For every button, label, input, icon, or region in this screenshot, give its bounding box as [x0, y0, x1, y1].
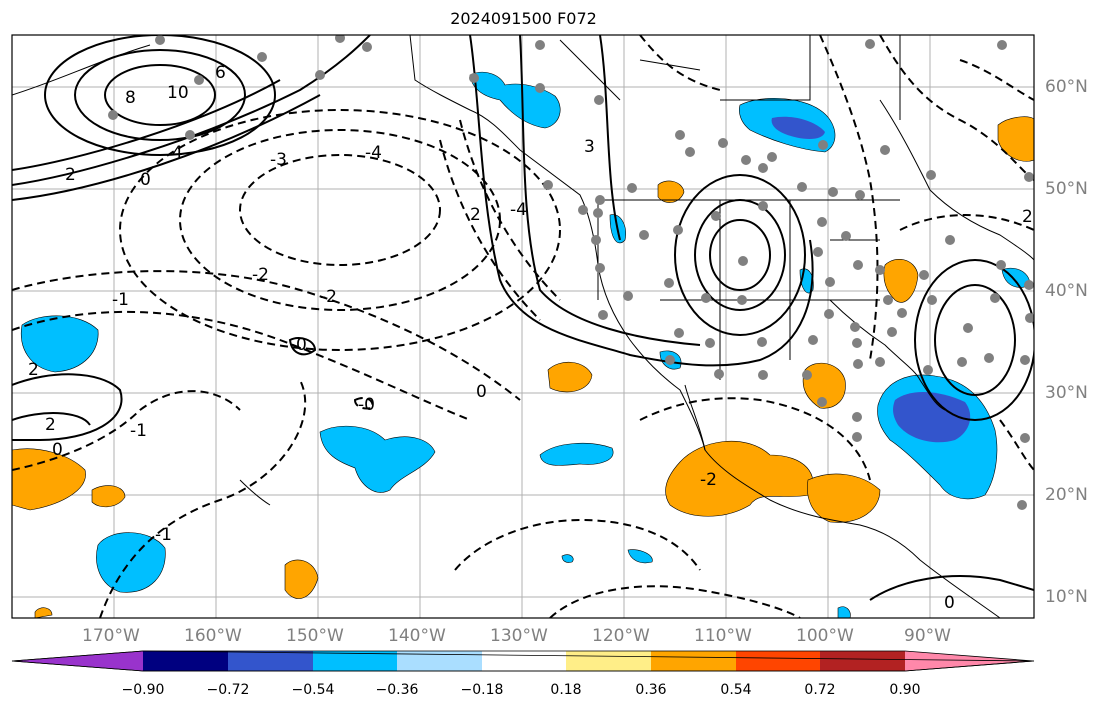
- contour-label: 2: [470, 205, 481, 225]
- latitude-label: 50°N: [1045, 179, 1088, 199]
- colorbar-tick-label: 0.54: [720, 682, 752, 698]
- station-markers: [108, 35, 1034, 510]
- contour-label: 0: [476, 382, 487, 402]
- contour-label: 2: [1022, 207, 1033, 227]
- contour-label: 0: [140, 170, 151, 190]
- contour-label: -4: [510, 200, 527, 220]
- contour-label: -3: [270, 150, 287, 170]
- longitude-label: 120°W: [592, 626, 650, 646]
- strong-negative-anomaly-regions: [771, 116, 971, 443]
- contour-label: 8: [125, 88, 136, 108]
- contour-label: -0: [358, 395, 375, 415]
- contour-label: -1: [112, 290, 129, 310]
- contour-label: -1: [130, 421, 147, 441]
- colorbar-swatch: [482, 651, 566, 671]
- latitude-label: 10°N: [1045, 587, 1088, 607]
- contour-label: -2: [700, 470, 717, 490]
- colorbar-tick-label: −0.72: [206, 682, 250, 698]
- map-title: 2024091500 F072: [450, 9, 597, 28]
- colorbar-swatch: [736, 651, 820, 671]
- longitude-label: 140°W: [388, 626, 446, 646]
- contour-label: -1: [155, 525, 172, 545]
- contour-label: 2: [45, 415, 56, 435]
- contour-label: 2: [28, 360, 39, 380]
- latitude-label: 20°N: [1045, 485, 1088, 505]
- contour-label-group: 10 8 6 4 2 0 -4 -3 -2 -1 0 -1 2 0 -0 0 -…: [28, 63, 1033, 613]
- colorbar-tick-label: −0.18: [460, 682, 504, 698]
- positive-contours: [12, 35, 1034, 601]
- contour-label: 0: [296, 335, 307, 355]
- longitude-label: 150°W: [286, 626, 344, 646]
- longitude-label: 170°W: [82, 626, 140, 646]
- colorbar-swatch: [313, 651, 397, 671]
- contour-label: -2: [320, 287, 337, 307]
- colorbar-swatch: [143, 651, 228, 671]
- negative-contours: [12, 35, 1034, 618]
- colorbar-swatch: [397, 651, 482, 671]
- latitude-label: 30°N: [1045, 383, 1088, 403]
- longitude-label: 100°W: [796, 626, 854, 646]
- contour-label: 4: [172, 143, 183, 163]
- longitude-label: 110°W: [694, 626, 752, 646]
- colorbar-swatch: [651, 651, 736, 671]
- colorbar-tick-label: 0.72: [804, 682, 836, 698]
- longitude-label: 90°W: [904, 626, 951, 646]
- contour-label: -2: [252, 265, 269, 285]
- latitude-label: 40°N: [1045, 281, 1088, 301]
- contour-label: 10: [167, 83, 189, 103]
- colorbar-swatch: [566, 651, 651, 671]
- colorbar-tick-label: 0.36: [635, 682, 667, 698]
- contour-label: 3: [584, 137, 595, 157]
- colorbar-swatch: [820, 651, 905, 671]
- map-frame: [11, 34, 1035, 619]
- colorbar-swatch: [12, 651, 143, 671]
- longitude-label: 130°W: [490, 626, 548, 646]
- contour-label: -4: [365, 143, 382, 163]
- contour-label: 2: [65, 165, 76, 185]
- colorbar-tick-label: 0.18: [550, 682, 582, 698]
- latitude-label: 60°N: [1045, 77, 1088, 97]
- colorbar-swatch: [905, 651, 1034, 671]
- contour-label: 0: [52, 440, 63, 460]
- longitude-label: 160°W: [184, 626, 242, 646]
- contour-label: 6: [215, 63, 226, 83]
- colorbar-tick-label: −0.90: [121, 682, 165, 698]
- colorbar-tick-label: 0.90: [889, 682, 921, 698]
- contour-label: 0: [944, 593, 955, 613]
- positive-anomaly-regions: [12, 116, 1034, 618]
- colorbar-swatch: [228, 651, 313, 671]
- colorbar: [11, 650, 1035, 672]
- colorbar-tick-label: −0.54: [291, 682, 335, 698]
- colorbar-tick-label: −0.36: [375, 682, 419, 698]
